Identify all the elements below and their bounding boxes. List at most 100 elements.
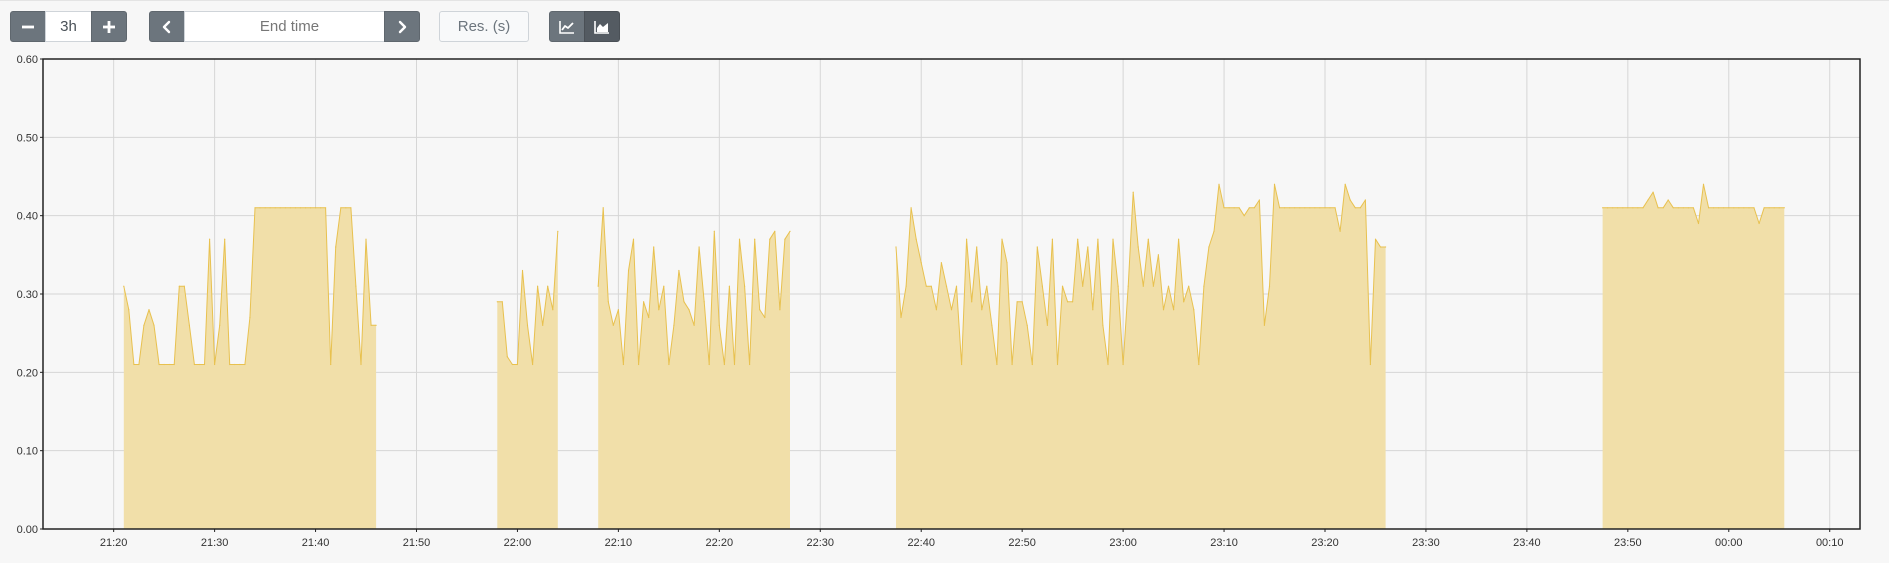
data-point	[1723, 207, 1725, 209]
data-point	[552, 309, 554, 311]
data-point	[1354, 207, 1356, 209]
data-point	[547, 285, 549, 287]
data-point	[733, 363, 736, 366]
data-point	[915, 238, 917, 240]
data-point	[224, 238, 226, 240]
y-tick-label: 0.40	[17, 211, 38, 223]
data-point	[501, 301, 503, 303]
data-point	[1223, 207, 1225, 209]
data-point	[350, 207, 352, 209]
data-point	[198, 363, 201, 366]
data-point	[658, 309, 660, 311]
data-point	[648, 316, 650, 319]
data-point	[219, 324, 221, 326]
data-point	[315, 207, 317, 209]
data-point	[1233, 207, 1235, 209]
data-point	[345, 207, 347, 209]
data-point	[335, 246, 337, 248]
data-point	[703, 301, 705, 303]
data-point	[1097, 238, 1099, 240]
data-point	[1006, 262, 1008, 264]
data-point	[1692, 207, 1694, 209]
data-point	[229, 363, 231, 366]
y-tick-label: 0.20	[17, 367, 38, 379]
data-point	[1082, 285, 1084, 287]
x-tick-label: 23:40	[1513, 537, 1541, 549]
data-point	[612, 324, 614, 326]
data-point	[1743, 207, 1745, 209]
next-time-button[interactable]	[384, 11, 420, 42]
end-time-input[interactable]: End time	[184, 11, 395, 42]
data-point	[1011, 363, 1013, 366]
x-tick-label: 21:20	[100, 537, 128, 549]
data-point	[1334, 207, 1336, 209]
data-point	[299, 207, 301, 209]
x-tick-label: 21:30	[201, 537, 229, 549]
data-point	[627, 269, 630, 272]
data-point	[607, 301, 609, 303]
data-point	[632, 238, 635, 240]
x-tick-label: 23:30	[1412, 537, 1440, 549]
data-point	[557, 230, 559, 232]
series-area-fill	[123, 207, 377, 530]
data-point	[1697, 222, 1700, 225]
data-point	[602, 207, 604, 209]
data-point	[1632, 207, 1634, 209]
data-point	[1016, 301, 1018, 303]
data-point	[1617, 207, 1619, 209]
increase-range-button[interactable]	[91, 11, 127, 42]
data-point	[1667, 199, 1669, 201]
data-point	[158, 363, 160, 366]
axes: 0.00 0.10 0.20 0.30 0.40 0.50 0.60 21:20 21:30 21…	[17, 54, 1861, 549]
data-point	[769, 238, 771, 240]
data-point	[1733, 207, 1735, 209]
data-point	[1248, 207, 1250, 209]
data-point	[1319, 207, 1321, 209]
data-point	[1647, 199, 1649, 201]
x-tick-label: 22:00	[504, 537, 532, 549]
data-point	[1289, 207, 1291, 209]
data-point	[148, 309, 150, 311]
data-point	[920, 262, 922, 264]
data-point	[728, 285, 731, 287]
stacked-mode-button[interactable]	[584, 11, 620, 42]
data-point	[269, 207, 271, 209]
data-point	[698, 246, 700, 248]
decrease-range-button[interactable]	[10, 11, 46, 42]
x-tick-label: 23:50	[1614, 537, 1642, 549]
data-point	[1738, 207, 1740, 209]
data-point	[309, 207, 312, 209]
data-point	[1021, 301, 1023, 303]
data-point	[774, 230, 776, 232]
x-tick-label: 22:40	[907, 537, 935, 549]
data-point	[718, 324, 720, 326]
data-point	[1046, 324, 1048, 326]
data-point	[1662, 207, 1664, 209]
range-input[interactable]: 3h	[45, 11, 92, 42]
data-point	[496, 301, 498, 303]
data-point	[935, 309, 938, 311]
data-point	[764, 316, 766, 319]
y-tick-label: 0.60	[17, 54, 38, 66]
data-point	[244, 363, 246, 366]
data-point	[1379, 246, 1382, 248]
data-point	[759, 309, 761, 311]
prev-time-button[interactable]	[149, 11, 185, 42]
data-point	[1294, 207, 1296, 209]
data-point	[617, 309, 620, 311]
data-point	[1218, 183, 1220, 185]
area-chart-icon	[594, 20, 609, 34]
line-mode-button[interactable]	[549, 11, 585, 42]
chevron-left-icon	[162, 20, 171, 33]
data-point	[537, 285, 539, 287]
data-point	[1147, 238, 1149, 240]
x-tick-label: 22:20	[706, 537, 734, 549]
data-point	[779, 309, 781, 311]
data-point	[1708, 207, 1710, 209]
data-point	[506, 356, 508, 358]
data-point	[1243, 215, 1245, 217]
series-area	[123, 183, 1785, 530]
resolution-input[interactable]: Res. (s)	[439, 11, 529, 42]
data-point	[1672, 207, 1674, 209]
